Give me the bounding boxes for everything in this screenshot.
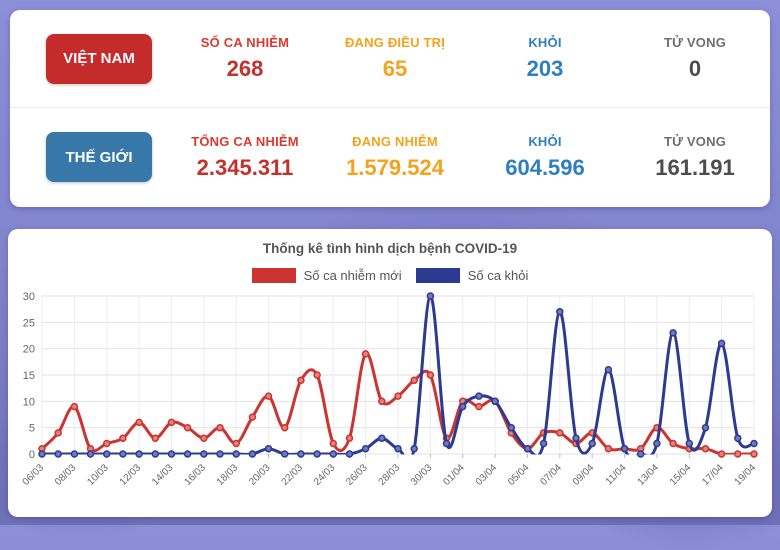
stat-label: ĐANG NHIỄM [352,133,438,149]
stat-col-vietnam-1: ĐANG ĐIỀU TRỊ 65 [320,35,470,82]
svg-text:16/03: 16/03 [182,462,208,488]
svg-text:14/03: 14/03 [150,462,176,488]
stat-value: 161.191 [655,154,735,180]
summary-rows: VIỆT NAM SỐ CA NHIỄM 268 ĐANG ĐIỀU TRỊ 65 KHỎ… [10,10,770,206]
svg-text:17/04: 17/04 [700,462,726,488]
svg-text:25: 25 [23,317,35,329]
svg-text:07/04: 07/04 [538,462,564,488]
legend-item-0[interactable]: Số ca nhiễm mới [251,267,402,283]
stat-label: ĐANG ĐIỀU TRỊ [344,35,446,50]
svg-text:5: 5 [29,423,35,435]
stat-row-the-gioi: THẾ GIỚI TỔNG CA NHIỄM 2.345.311 ĐANG NHIỄM… [10,108,770,206]
stat-label: TỬ VONG [663,133,727,149]
stat-label: KHỎI [528,35,562,50]
stat-col-vietnam-0: SỐ CA NHIỄM 268 [170,35,320,82]
series-markers-1 [38,292,758,458]
stat-label: TỔNG CA NHIỄM [191,133,299,149]
legend-label: Số ca khỏi [467,267,529,283]
svg-text:15: 15 [23,370,35,382]
stat-col-vietnam-2: KHỎI 203 [470,35,620,82]
svg-text:20: 20 [23,344,35,356]
svg-text:10: 10 [23,396,35,408]
y-axis-grid: 0 5 10 15 20 25 30 [23,291,754,461]
svg-text:10/03: 10/03 [85,462,111,488]
stat-label: TỬ VONG [663,35,727,50]
svg-text:03/04: 03/04 [474,462,500,488]
stat-value: 604.596 [505,154,585,180]
chart-panel: Thống kê tình hình dịch bệnh COVID-19 Số… [8,229,772,517]
stat-value: 65 [382,56,408,81]
stat-row-vietnam: VIỆT NAM SỐ CA NHIỄM 268 ĐANG ĐIỀU TRỊ 65 KHỎ… [10,10,770,108]
chart-title: Thống kê tình hình dịch bệnh COVID-19 [262,241,518,256]
legend-swatch [415,267,460,283]
svg-text:19/04: 19/04 [733,462,759,488]
svg-text:18/03: 18/03 [215,462,241,488]
x-axis-grid: 06/03 08/03 10/03 12/03 14/03 16/03 18/03 20/03… [21,296,759,488]
stat-col-the-gioi-1: ĐANG NHIỄM 1.579.524 [320,134,470,181]
chart-holder: 0 5 10 15 20 25 30 06/03 08/03 10/03 12/03 14/03 16/… [8,286,772,508]
svg-text:09/04: 09/04 [571,462,597,488]
stat-col-the-gioi-2: KHỎI 604.596 [470,134,620,181]
svg-text:30: 30 [23,291,35,303]
stat-label: KHỎI [528,133,562,149]
svg-text:05/04: 05/04 [506,462,532,488]
stat-value: 268 [226,56,264,81]
svg-text:15/04: 15/04 [668,462,694,488]
stat-col-vietnam-3: TỬ VONG 0 [620,35,770,82]
svg-text:11/04: 11/04 [604,462,629,487]
tab-vietnam-button[interactable]: VIỆT NAM [46,33,152,84]
svg-text:0: 0 [29,449,35,461]
svg-text:12/03: 12/03 [118,462,144,488]
stat-value: 203 [526,56,564,81]
svg-text:22/03: 22/03 [280,462,306,488]
chart-legend: Số ca nhiễm mới Số ca khỏi [8,266,772,284]
stat-col-the-gioi-0: TỔNG CA NHIỄM 2.345.311 [170,134,320,181]
covid-line-chart: 0 5 10 15 20 25 30 06/03 08/03 10/03 12/03 14/03 16/… [21,291,759,488]
svg-text:06/03: 06/03 [21,462,47,488]
svg-text:13/04: 13/04 [636,462,662,488]
legend-label: Số ca nhiễm mới [303,267,402,283]
tab-the-gioi-button[interactable]: THẾ GIỚI [46,132,152,182]
svg-text:01/04: 01/04 [441,462,467,488]
legend-swatch [251,267,296,283]
svg-text:30/03: 30/03 [409,462,435,488]
svg-text:28/03: 28/03 [377,462,403,488]
summary-panel: VIỆT NAM SỐ CA NHIỄM 268 ĐANG ĐIỀU TRỊ 65 KHỎ… [10,10,770,207]
stat-col-the-gioi-3: TỬ VONG 161.191 [620,134,770,181]
svg-text:20/03: 20/03 [247,462,273,488]
stat-value: 2.345.311 [196,154,294,180]
legend-item-1[interactable]: Số ca khỏi [415,267,529,283]
svg-text:26/03: 26/03 [344,462,370,488]
svg-text:08/03: 08/03 [53,462,79,488]
stat-label: SỐ CA NHIỄM [200,35,290,50]
stat-value: 1.579.524 [346,154,444,180]
svg-text:24/03: 24/03 [312,462,338,488]
stat-value: 0 [688,56,702,81]
